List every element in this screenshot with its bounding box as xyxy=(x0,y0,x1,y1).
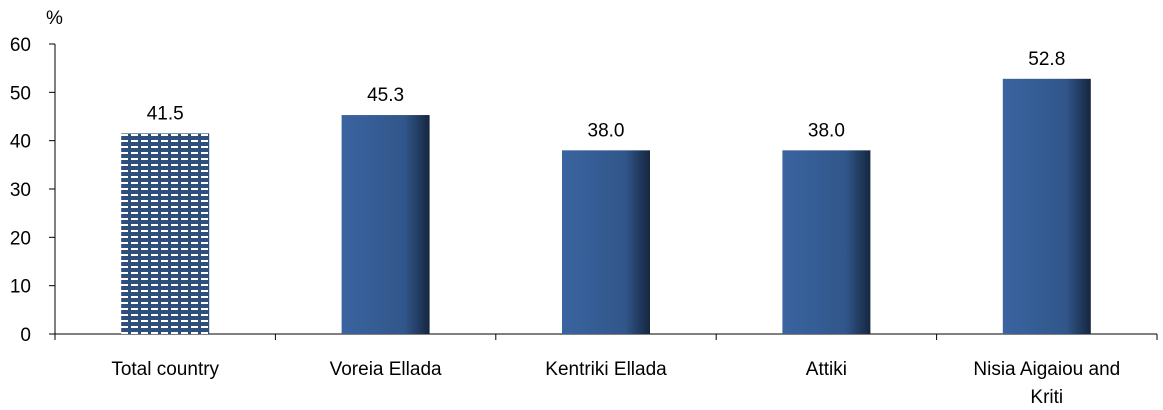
category-label: Kriti xyxy=(1030,387,1063,408)
bar xyxy=(782,150,871,334)
y-tick-label: 40 xyxy=(10,132,31,153)
category-label: Nisia Aigaiou and xyxy=(973,359,1120,380)
category-label: Voreia Ellada xyxy=(330,359,442,380)
data-label: 41.5 xyxy=(147,103,184,124)
y-tick-label: 0 xyxy=(20,325,31,346)
category-label: Attiki xyxy=(806,359,847,380)
y-tick-label: 50 xyxy=(10,83,31,104)
bar xyxy=(1002,78,1091,334)
y-tick-label: 20 xyxy=(10,228,31,249)
y-tick-label: 30 xyxy=(10,180,31,201)
category-label: Total country xyxy=(111,359,219,380)
data-label: 38.0 xyxy=(588,120,625,141)
y-tick-label: 60 xyxy=(10,35,31,56)
bar xyxy=(341,115,430,334)
y-axis-unit-label: % xyxy=(46,8,63,29)
y-tick-label: 10 xyxy=(10,277,31,298)
data-label: 52.8 xyxy=(1028,49,1065,70)
data-label: 38.0 xyxy=(808,120,845,141)
data-label: 45.3 xyxy=(367,85,404,106)
bar xyxy=(121,133,210,334)
bar xyxy=(562,150,650,334)
category-label: Kentriki Ellada xyxy=(545,359,667,380)
